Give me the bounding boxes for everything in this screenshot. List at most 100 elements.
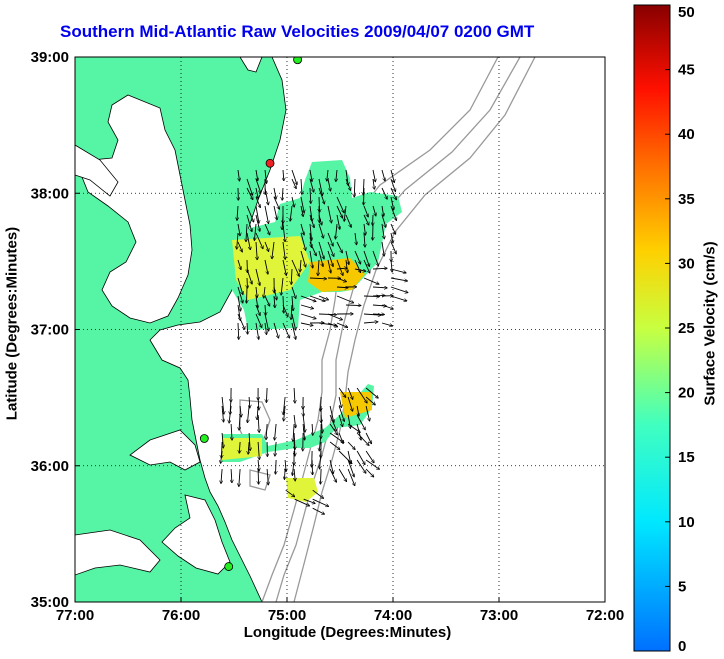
velocity-arrow <box>264 205 268 223</box>
velocity-arrow <box>356 387 367 403</box>
colorbar-tick-label: 0 <box>678 638 686 655</box>
velocity-arrow <box>283 169 284 181</box>
velocity-arrow <box>238 322 239 339</box>
velocity-arrow <box>336 287 348 288</box>
velocity-arrow <box>329 459 333 474</box>
y-tick-label: 38:00 <box>31 185 69 202</box>
velocity-arrow <box>255 178 261 193</box>
velocity-arrow <box>237 313 245 329</box>
velocity-arrow <box>336 169 337 181</box>
velocity-arrow <box>294 414 295 428</box>
velocity-arrow <box>335 223 337 239</box>
velocity-arrow <box>364 223 365 235</box>
velocity-arrow <box>231 423 232 440</box>
y-axis-ticks: 39:00 38:00 37:00 36:00 35:00 <box>31 49 80 611</box>
velocity-arrow <box>363 250 369 266</box>
velocity-arrow <box>294 498 310 506</box>
velocity-arrow <box>284 405 285 421</box>
velocity-arrow <box>372 250 378 266</box>
velocity-arrow <box>318 223 323 238</box>
velocity-arrow <box>264 259 268 274</box>
velocity-arrow <box>255 214 260 231</box>
velocity-arrow <box>300 232 306 250</box>
velocity-arrow <box>381 304 393 309</box>
velocity-arrow <box>292 295 293 311</box>
velocity-arrow <box>312 507 325 514</box>
velocity-arrow <box>283 295 284 313</box>
radar-stations <box>199 57 302 571</box>
x-axis-ticks: 77:00 76:00 75:00 74:00 73:00 72:00 <box>56 597 624 624</box>
colorbar-tick-label: 40 <box>678 126 695 143</box>
velocity-arrow <box>267 468 268 485</box>
velocity-arrow <box>237 277 243 294</box>
velocity-arrow <box>264 223 270 235</box>
velocity-arrow <box>237 241 242 252</box>
velocity-arrow <box>336 268 347 269</box>
velocity-arrow <box>347 414 350 428</box>
velocity-arrow <box>329 441 340 449</box>
velocity-arrow <box>390 205 396 220</box>
velocity-arrow <box>258 459 259 471</box>
x-tick-label: 75:00 <box>268 607 306 624</box>
velocity-arrow <box>291 178 296 188</box>
velocity-arrow <box>258 414 259 432</box>
velocity-arrow <box>221 450 222 463</box>
velocity-arrow <box>336 241 342 253</box>
velocity-arrow <box>247 405 249 423</box>
velocity-arrow <box>229 405 232 423</box>
velocity-arrow <box>312 498 329 506</box>
velocity-arrow <box>357 405 359 416</box>
colorbar-label: Surface Velocity (cm/s) <box>701 241 719 406</box>
velocity-arrow <box>338 468 346 481</box>
velocity-arrow <box>309 205 312 221</box>
velocity-arrow <box>355 232 357 245</box>
velocity-arrow <box>365 405 369 421</box>
colorbar-tick-label: 25 <box>678 320 695 337</box>
velocity-arrow <box>338 405 344 421</box>
y-tick-label: 36:00 <box>31 458 69 475</box>
velocity-arrow <box>329 423 337 435</box>
velocity-arrow <box>338 414 343 426</box>
velocity-arrow <box>264 187 268 205</box>
velocity-arrow <box>300 250 306 267</box>
velocity-arrow <box>256 169 258 180</box>
velocity-arrow <box>221 396 224 414</box>
velocity-arrow <box>247 322 248 334</box>
velocity-arrow <box>283 396 286 415</box>
velocity-arrow <box>291 268 292 284</box>
velocity-arrow <box>356 459 366 473</box>
velocity-arrow <box>255 187 258 198</box>
velocity-arrow <box>318 241 324 259</box>
velocity-arrow <box>266 423 267 440</box>
velocity-arrow <box>246 223 247 242</box>
velocity-arrow <box>363 205 368 217</box>
velocity-arrow <box>329 414 337 431</box>
velocity-arrow <box>275 459 276 474</box>
velocity-arrow <box>365 432 371 444</box>
velocity-arrow <box>273 286 277 300</box>
velocity-arrow <box>390 187 396 200</box>
velocity-arrow <box>381 241 384 256</box>
velocity-arrow <box>255 313 262 327</box>
velocity-arrow <box>300 259 301 272</box>
velocity-arrow <box>320 468 321 484</box>
velocity-arrow <box>310 187 311 203</box>
colorbar-tick-label: 50 <box>678 4 695 21</box>
velocity-arrow <box>321 414 322 433</box>
velocity-arrow <box>264 295 270 306</box>
y-tick-label: 39:00 <box>31 49 69 66</box>
velocity-arrow <box>381 223 384 239</box>
velocity-arrow <box>390 286 408 293</box>
coverage-outer-banks <box>286 478 318 502</box>
velocity-arrow <box>282 259 286 275</box>
velocity-arrow <box>281 277 284 295</box>
velocity-arrow <box>365 450 374 463</box>
velocity-arrow <box>300 322 313 326</box>
velocity-arrow <box>282 304 288 317</box>
velocity-arrow <box>300 295 316 301</box>
colorbar-tick-label: 5 <box>678 578 686 595</box>
velocity-arrow <box>390 178 395 191</box>
velocity-arrow <box>363 322 378 323</box>
velocity-arrow <box>312 489 324 498</box>
velocity-arrow <box>300 313 316 319</box>
